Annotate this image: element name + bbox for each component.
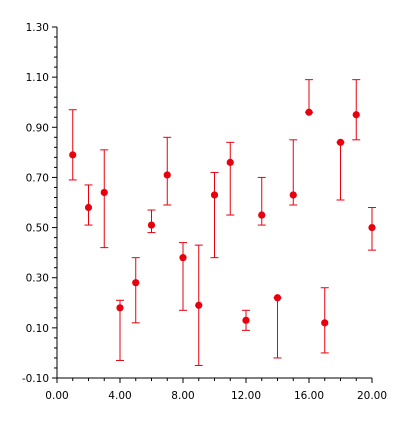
error-bars <box>68 79 376 366</box>
x-tick-label: 0.00 <box>45 390 68 402</box>
data-point <box>289 191 297 199</box>
x-tick-label: 16.00 <box>294 390 324 402</box>
y-tick-label: 1.10 <box>26 72 49 84</box>
y-tick-label: 0.50 <box>26 223 49 235</box>
data-point <box>195 301 203 309</box>
data-point <box>163 171 171 179</box>
data-point <box>321 319 329 327</box>
data-point <box>100 188 108 197</box>
data-point <box>368 223 376 232</box>
x-tick-label: 4.00 <box>108 390 131 402</box>
axes: -0.10 0.10 0.30 0.50 0.70 0.90 1.10 1.30 0.00 4.0… <box>22 22 387 402</box>
y-tick-label: 0.10 <box>26 323 49 335</box>
data-point <box>210 191 219 199</box>
data-point <box>352 111 360 119</box>
y-tick-label: 0.30 <box>26 273 49 285</box>
y-tick-label: 1.30 <box>26 22 49 34</box>
data-points <box>69 108 376 327</box>
data-point <box>179 254 187 262</box>
data-point <box>305 108 313 116</box>
data-point <box>336 138 345 146</box>
y-tick-label: 0.90 <box>26 122 49 134</box>
x-tick-label: 8.00 <box>171 390 194 402</box>
y-tick-label: -0.10 <box>22 373 49 385</box>
data-point <box>226 158 234 166</box>
data-point <box>132 279 140 287</box>
y-tick-label: 0.70 <box>26 172 49 184</box>
data-point <box>116 304 124 312</box>
data-point <box>69 151 77 159</box>
data-point <box>273 294 282 302</box>
data-point <box>258 211 266 219</box>
x-tick-label: 20.00 <box>357 390 387 402</box>
data-point <box>84 203 93 212</box>
data-point <box>147 221 156 229</box>
x-tick-label: 12.00 <box>231 390 261 402</box>
data-point <box>242 316 250 324</box>
